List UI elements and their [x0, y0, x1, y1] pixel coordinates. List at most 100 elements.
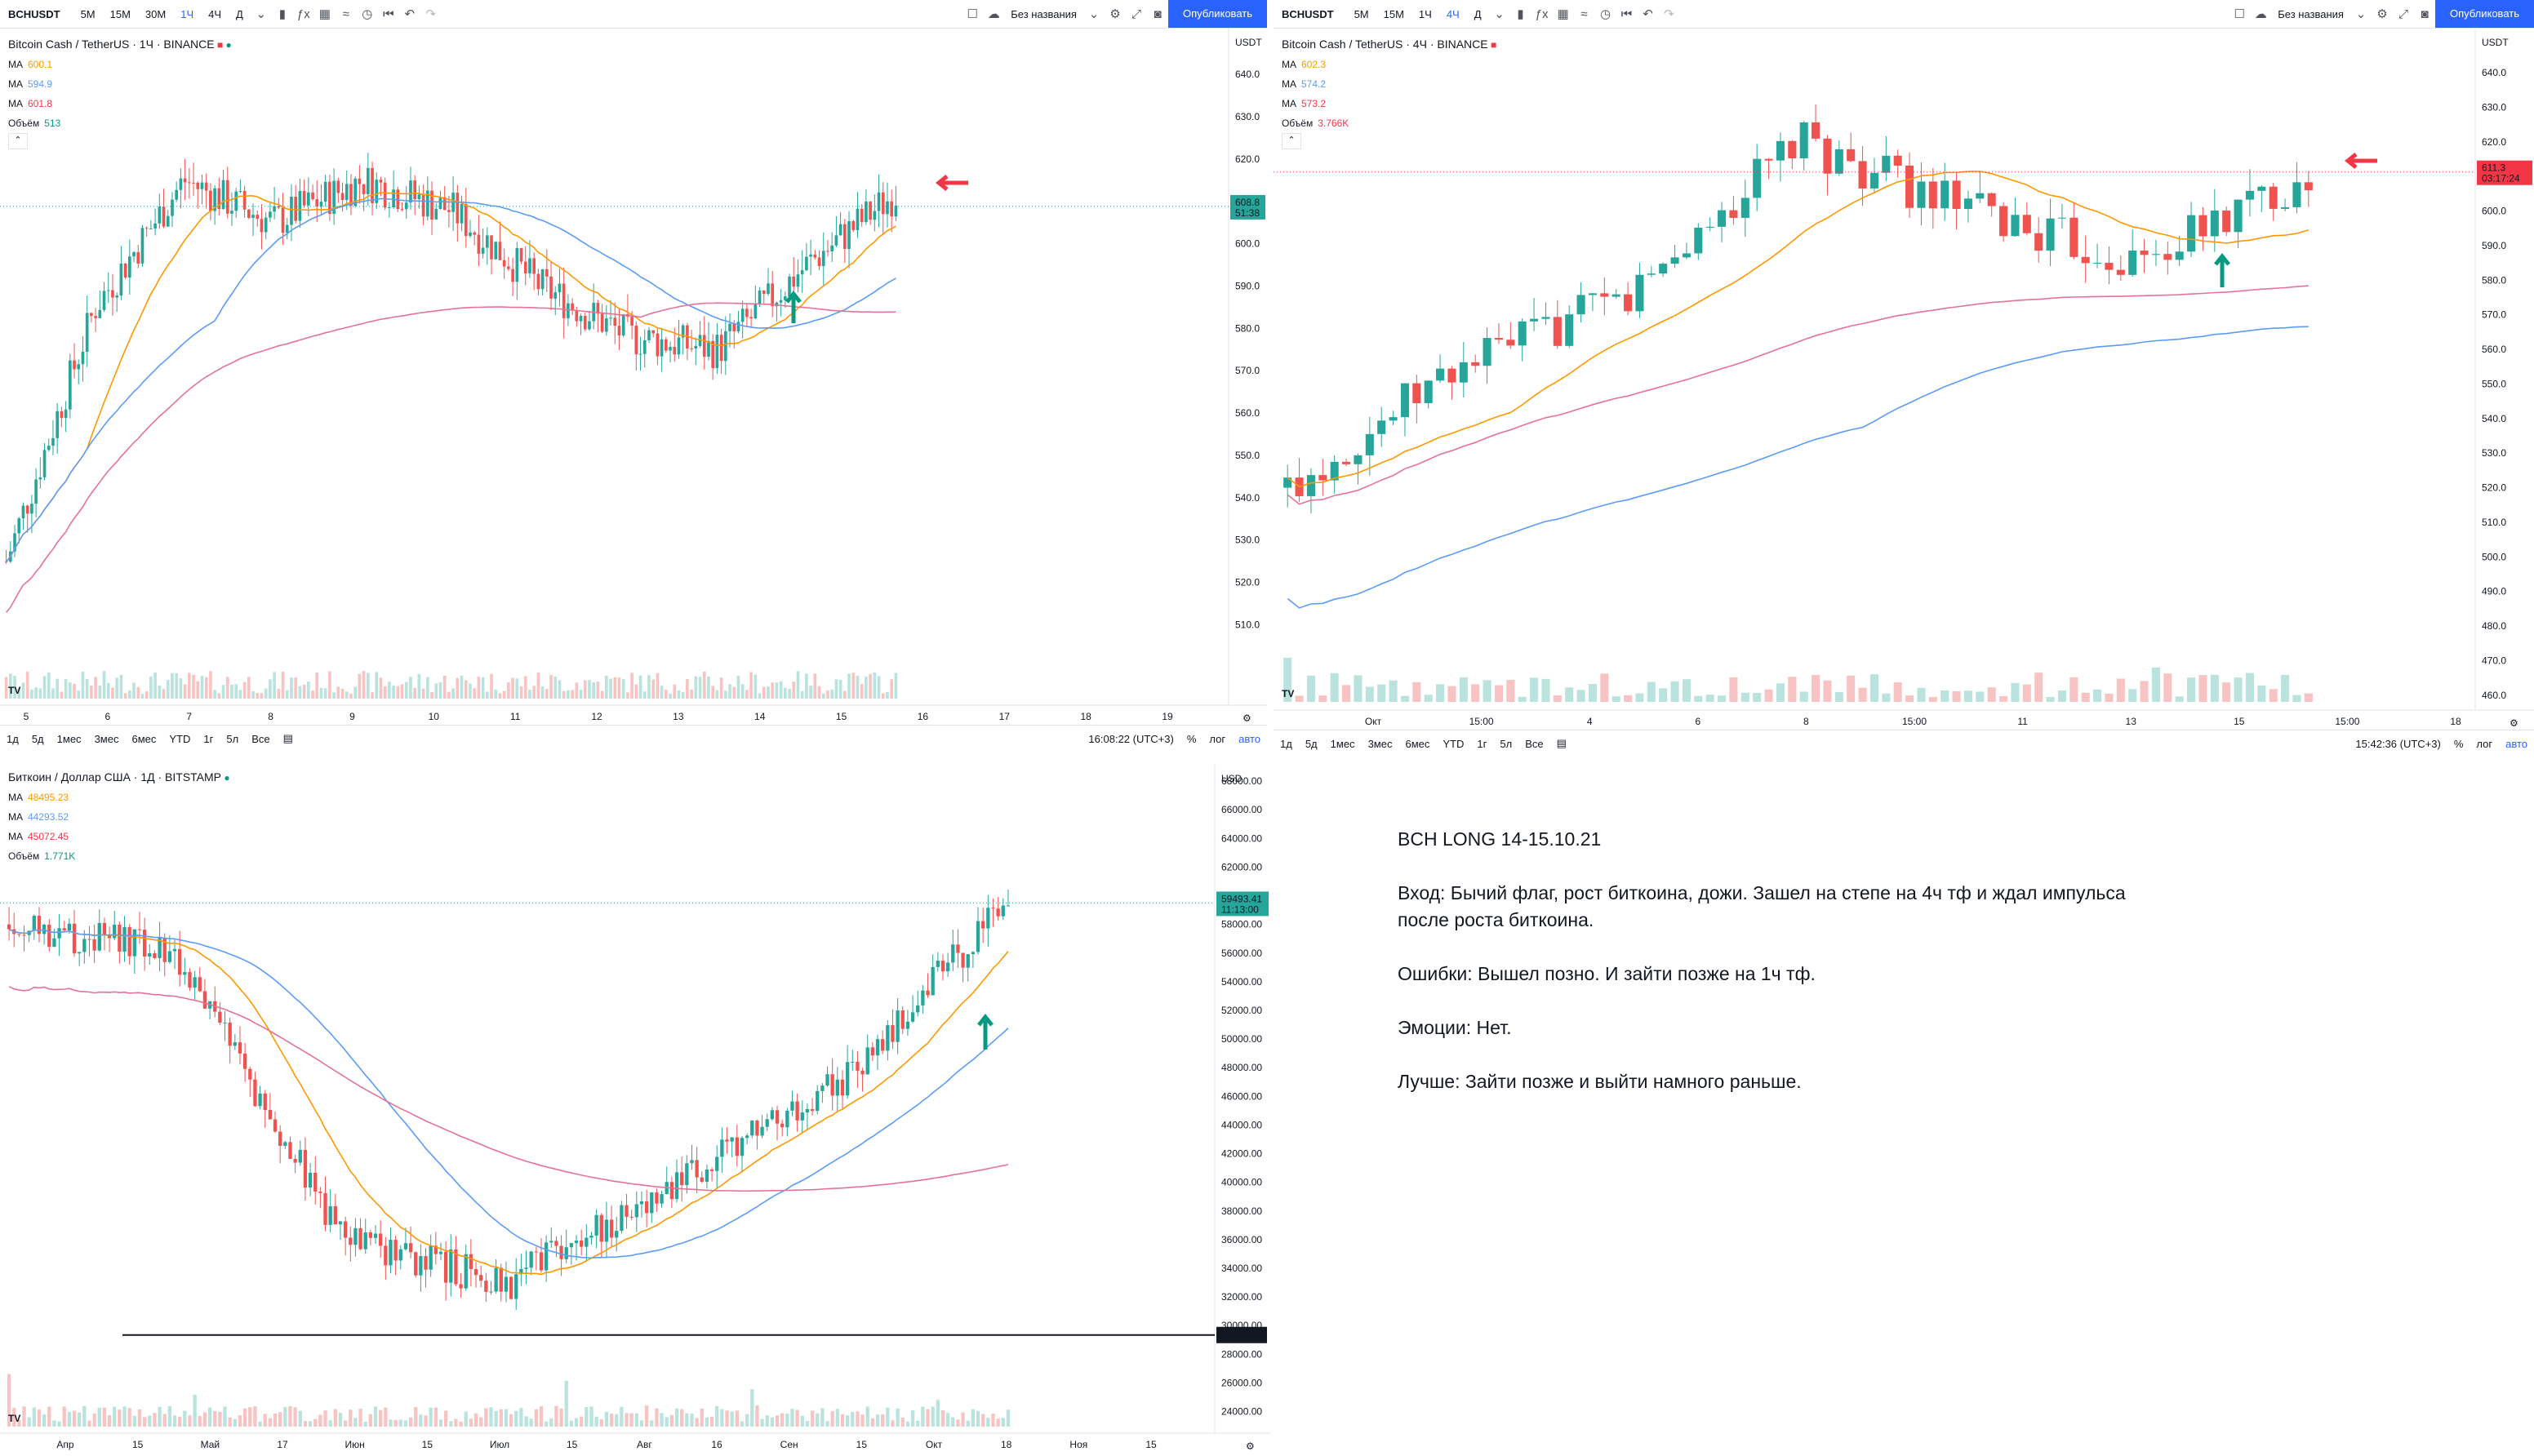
- volume-bar: [604, 1411, 609, 1427]
- range-1m[interactable]: 1мес: [1330, 737, 1355, 750]
- volume-bar: [22, 1406, 26, 1427]
- chevron-down-icon[interactable]: ⌄: [1088, 7, 1100, 21]
- candle-body: [217, 188, 221, 210]
- interval-4h[interactable]: 4Ч: [1446, 7, 1460, 20]
- alert-icon[interactable]: ◷: [362, 7, 373, 21]
- range-5y[interactable]: 5л: [226, 732, 239, 745]
- layout-name[interactable]: Без названия: [1011, 7, 1077, 20]
- templates-icon[interactable]: ▦: [318, 7, 331, 21]
- price-chart[interactable]: 68000.0066000.0064000.0062000.0060000.00…: [0, 764, 1270, 1456]
- date-range-icon[interactable]: ▤: [1556, 737, 1567, 749]
- log-scale[interactable]: лог: [2476, 737, 2493, 750]
- indicators-icon[interactable]: ƒx: [296, 7, 310, 21]
- interval-1d[interactable]: Д: [1474, 7, 1482, 20]
- range-5d[interactable]: 5д: [31, 732, 44, 745]
- price-chart[interactable]: 640.0630.0620.0610.0600.0590.0580.0570.0…: [1274, 28, 2534, 726]
- log-scale[interactable]: лог: [1209, 732, 1226, 745]
- clock[interactable]: 15:42:36 (UTC+3): [2355, 737, 2441, 750]
- chevron-down-icon[interactable]: ⌄: [2355, 7, 2367, 21]
- range-6m[interactable]: 6мес: [131, 732, 157, 745]
- volume-bar: [8, 673, 12, 699]
- layout-name[interactable]: Без названия: [2278, 7, 2344, 20]
- interval-5m[interactable]: 5М: [1354, 7, 1369, 20]
- collapse-legend-button[interactable]: ⌃: [8, 133, 28, 149]
- range-1d[interactable]: 1д: [7, 732, 19, 745]
- range-all[interactable]: Все: [251, 732, 270, 745]
- range-all[interactable]: Все: [1525, 737, 1544, 750]
- candles-icon[interactable]: ▮: [1517, 7, 1524, 21]
- interval-1h[interactable]: 1Ч: [180, 7, 194, 20]
- range-5d[interactable]: 5д: [1305, 737, 1318, 750]
- auto-scale[interactable]: авто: [1238, 732, 1260, 745]
- time-tick-label: Апр: [56, 1439, 74, 1450]
- undo-icon[interactable]: ↶: [404, 7, 416, 21]
- interval-5m[interactable]: 5М: [80, 7, 96, 20]
- volume-bar: [820, 1408, 825, 1427]
- auto-scale[interactable]: авто: [2505, 737, 2527, 750]
- indicators-icon[interactable]: ƒx: [1535, 7, 1549, 21]
- symbol-search[interactable]: BCHUSDT: [8, 7, 60, 20]
- cloud-icon[interactable]: ☁: [2254, 7, 2267, 21]
- range-3m[interactable]: 3мес: [1367, 737, 1393, 750]
- publish-button[interactable]: Опубликовать: [2434, 0, 2534, 28]
- interval-30m[interactable]: 30М: [144, 7, 167, 20]
- compare-icon[interactable]: ≈: [342, 7, 349, 21]
- interval-15m[interactable]: 15М: [1383, 7, 1404, 20]
- volume-bar: [42, 1414, 47, 1427]
- percent-scale[interactable]: %: [2453, 737, 2464, 750]
- range-1y[interactable]: 1г: [1477, 737, 1487, 750]
- compare-icon[interactable]: ≈: [1580, 7, 1588, 21]
- range-5y[interactable]: 5л: [1500, 737, 1513, 750]
- redo-icon[interactable]: ↷: [425, 7, 437, 21]
- volume-bar: [660, 1413, 664, 1427]
- replay-icon[interactable]: ⏮: [383, 7, 394, 21]
- fullscreen-icon[interactable]: ⤢: [2398, 7, 2408, 21]
- interval-1h[interactable]: 1Ч: [1418, 7, 1432, 20]
- price-chart[interactable]: 640.0630.0620.0610.0600.0590.0580.0570.0…: [0, 28, 1267, 726]
- gear-icon[interactable]: ⚙: [1109, 7, 1121, 21]
- range-6m[interactable]: 6мес: [1405, 737, 1430, 750]
- checkbox-icon[interactable]: ☐: [2234, 7, 2245, 21]
- volume-bar: [715, 1405, 719, 1427]
- replay-icon[interactable]: ⏮: [1620, 7, 1633, 21]
- interval-15m[interactable]: 15М: [109, 7, 131, 20]
- date-range-icon[interactable]: ▤: [282, 732, 293, 744]
- time-tick-label: 15: [567, 1439, 578, 1450]
- percent-scale[interactable]: %: [1186, 732, 1197, 745]
- fullscreen-icon[interactable]: ⤢: [1131, 7, 1141, 21]
- checkbox-icon[interactable]: ☐: [967, 7, 978, 21]
- chevron-down-icon[interactable]: ⌄: [1494, 7, 1505, 21]
- range-3m[interactable]: 3мес: [94, 732, 119, 745]
- camera-icon[interactable]: ◙: [1154, 7, 1162, 21]
- chevron-down-icon[interactable]: ⌄: [256, 7, 267, 21]
- range-1y[interactable]: 1г: [203, 732, 214, 745]
- volume-bar: [60, 691, 64, 699]
- volume-bar: [562, 690, 566, 699]
- cloud-icon[interactable]: ☁: [987, 7, 1000, 21]
- range-ytd[interactable]: YTD: [1443, 737, 1465, 750]
- range-ytd[interactable]: YTD: [169, 732, 191, 745]
- collapse-legend-button[interactable]: ⌃: [1282, 133, 1301, 149]
- clock[interactable]: 16:08:22 (UTC+3): [1088, 732, 1174, 745]
- volume-bar: [1412, 681, 1421, 702]
- volume-bar: [583, 680, 587, 699]
- time-tick-label: Сен: [780, 1439, 798, 1450]
- gear-icon[interactable]: ⚙: [2376, 7, 2388, 21]
- candles-icon[interactable]: ▮: [278, 7, 286, 21]
- redo-icon[interactable]: ↷: [1664, 7, 1674, 21]
- interval-1d[interactable]: Д: [236, 7, 243, 20]
- range-1d[interactable]: 1д: [1280, 737, 1292, 750]
- volume-bar: [1624, 695, 1633, 702]
- symbol-search[interactable]: BCHUSDT: [1282, 7, 1334, 20]
- undo-icon[interactable]: ↶: [1643, 7, 1653, 21]
- templates-icon[interactable]: ▦: [1557, 7, 1569, 21]
- interval-4h[interactable]: 4Ч: [208, 7, 222, 20]
- publish-button[interactable]: Опубликовать: [1167, 0, 1267, 28]
- volume-bar: [285, 690, 289, 699]
- volume-bar: [1705, 695, 1714, 702]
- camera-icon[interactable]: ◙: [2421, 7, 2429, 21]
- volume-bar: [690, 1413, 694, 1427]
- range-1m[interactable]: 1мес: [56, 732, 82, 745]
- volume-bar: [140, 693, 144, 699]
- alert-icon[interactable]: ◷: [1600, 7, 1612, 21]
